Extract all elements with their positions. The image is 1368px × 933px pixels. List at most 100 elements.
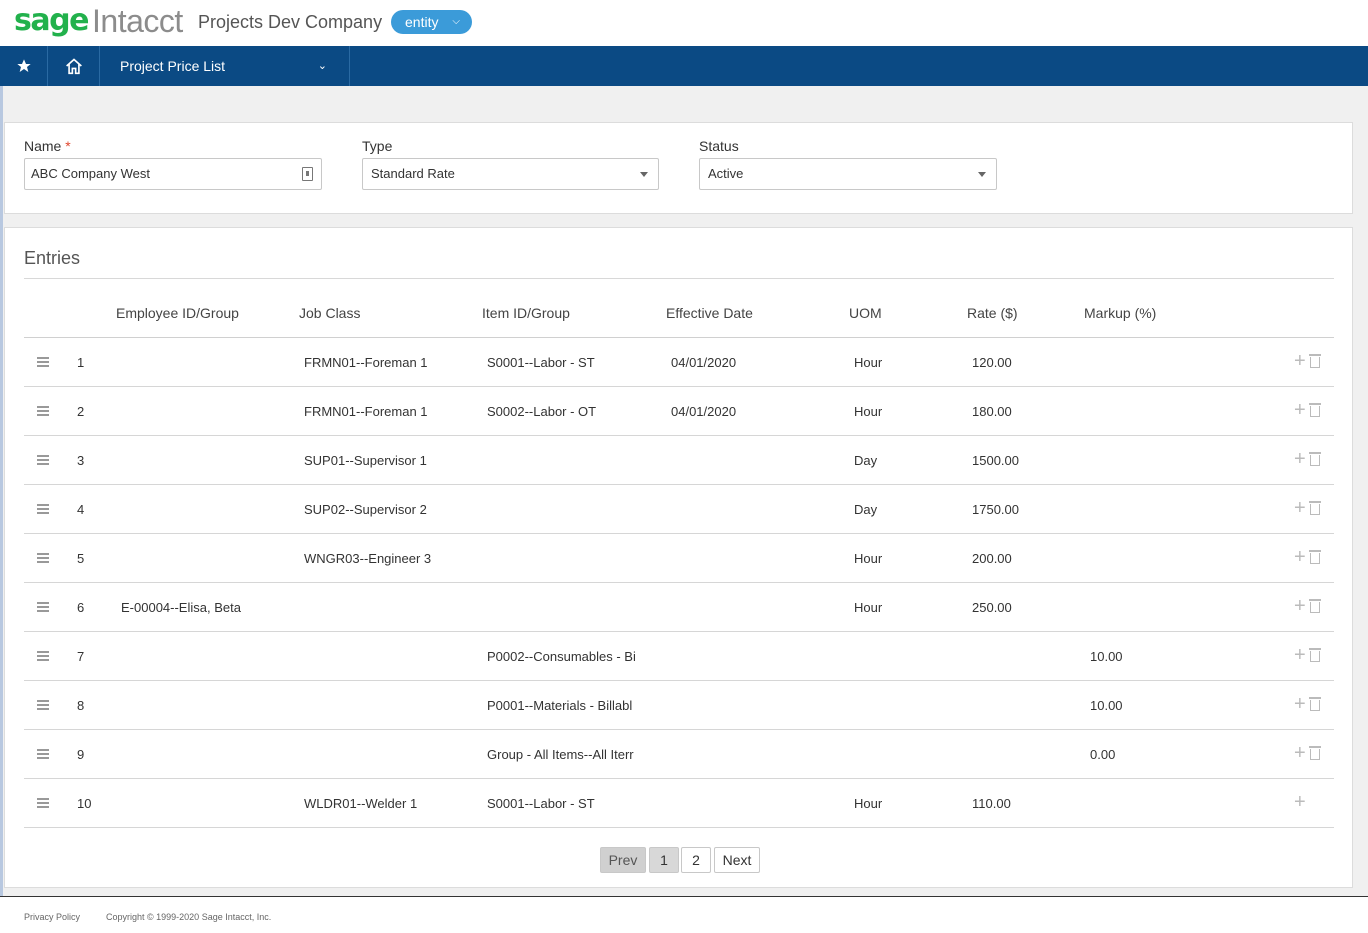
type-select[interactable]: Standard Rate <box>362 158 659 190</box>
home-icon[interactable] <box>48 46 100 86</box>
col-uom: UOM <box>849 305 882 321</box>
cell-item[interactable]: S0002--Labor - OT <box>487 404 597 419</box>
table-row[interactable]: 1 FRMN01--Foreman 1 S0001--Labor - ST 04/01… <box>24 338 1334 387</box>
trash-icon[interactable] <box>1309 599 1321 613</box>
status-select[interactable]: Active <box>699 158 997 190</box>
cell-uom[interactable]: Hour <box>854 404 883 419</box>
star-icon[interactable] <box>0 46 48 86</box>
add-row-icon[interactable]: + <box>1294 791 1306 813</box>
copyright: Copyright © 1999-2020 Sage Intacct, Inc. <box>106 912 272 922</box>
add-row-icon[interactable]: + <box>1294 399 1306 421</box>
drag-handle-icon[interactable] <box>37 406 49 416</box>
add-row-icon[interactable]: + <box>1294 595 1306 617</box>
caret-down-icon <box>640 172 648 177</box>
header-divider <box>24 337 1334 338</box>
add-row-icon[interactable]: + <box>1294 644 1306 666</box>
cell-markup[interactable]: 10.00 <box>1090 649 1123 664</box>
add-row-icon[interactable]: + <box>1294 448 1306 470</box>
cell-rate[interactable]: 120.00 <box>972 355 1012 370</box>
trash-icon[interactable] <box>1309 354 1321 368</box>
cell-item[interactable]: P0001--Materials - Billabl <box>487 698 633 713</box>
add-row-icon[interactable]: + <box>1294 350 1306 372</box>
trash-icon[interactable] <box>1309 403 1321 417</box>
cell-item[interactable]: S0001--Labor - ST <box>487 796 595 811</box>
prev-button[interactable]: Prev <box>600 847 646 873</box>
drag-handle-icon[interactable] <box>37 504 49 514</box>
menu-project-price-list[interactable]: Project Price List ⌄ <box>100 46 350 86</box>
caret-down-icon <box>978 172 986 177</box>
cell-job-class[interactable]: SUP01--Supervisor 1 <box>304 453 427 468</box>
table-row[interactable]: 7 P0002--Consumables - Bi 10.00 + <box>24 632 1334 681</box>
cell-job-class[interactable]: WNGR03--Engineer 3 <box>304 551 432 566</box>
drag-handle-icon[interactable] <box>37 651 49 661</box>
privacy-link[interactable]: Privacy Policy <box>24 912 81 922</box>
name-label: Name * <box>24 138 71 154</box>
sage-logo[interactable]: sage <box>14 3 89 38</box>
cell-job-class[interactable]: SUP02--Supervisor 2 <box>304 502 427 517</box>
table-row[interactable]: 10 WLDR01--Welder 1 S0001--Labor - ST Hour 1… <box>24 779 1334 828</box>
table-row[interactable]: 2 FRMN01--Foreman 1 S0002--Labor - OT 04/01… <box>24 387 1334 436</box>
add-row-icon[interactable]: + <box>1294 546 1306 568</box>
page-1-button[interactable]: 1 <box>649 847 679 873</box>
next-button[interactable]: Next <box>714 847 760 873</box>
divider <box>24 278 1334 279</box>
name-field[interactable]: ABC Company West <box>24 158 322 190</box>
trash-icon[interactable] <box>1309 648 1321 662</box>
table-row[interactable]: 4 SUP02--Supervisor 2 Day 1750.00 + <box>24 485 1334 534</box>
add-row-icon[interactable]: + <box>1294 693 1306 715</box>
cell-job-class[interactable]: FRMN01--Foreman 1 <box>304 404 428 419</box>
intacct-logo[interactable]: Intacct <box>92 3 183 39</box>
cell-uom[interactable]: Hour <box>854 355 883 370</box>
table-row[interactable]: 8 P0001--Materials - Billabl 10.00 + <box>24 681 1334 730</box>
cell-date[interactable]: 04/01/2020 <box>671 404 737 419</box>
drag-handle-icon[interactable] <box>37 798 49 808</box>
contact-card-icon[interactable] <box>302 167 313 181</box>
cell-item[interactable]: S0001--Labor - ST <box>487 355 595 370</box>
cell-markup[interactable]: 10.00 <box>1090 698 1123 713</box>
cell-rate[interactable]: 110.00 <box>972 796 1011 811</box>
cell-uom[interactable]: Day <box>854 502 878 517</box>
cell-job-class[interactable]: WLDR01--Welder 1 <box>304 796 418 811</box>
cell-num: 8 <box>77 698 85 713</box>
page-2-button[interactable]: 2 <box>681 847 711 873</box>
add-row-icon[interactable]: + <box>1294 742 1306 764</box>
cell-item[interactable]: P0002--Consumables - Bi <box>487 649 635 664</box>
drag-handle-icon[interactable] <box>37 700 49 710</box>
col-item: Item ID/Group <box>482 305 570 321</box>
trash-icon[interactable] <box>1309 746 1321 760</box>
status-label: Status <box>699 138 739 154</box>
cell-markup[interactable]: 0.00 <box>1090 747 1116 762</box>
trash-icon[interactable] <box>1309 697 1321 711</box>
cell-item[interactable]: Group - All Items--All Iterr <box>487 747 634 762</box>
header-form-panel: Name * ABC Company West Type Standard Ra… <box>4 122 1353 214</box>
add-row-icon[interactable]: + <box>1294 497 1306 519</box>
cell-employee[interactable]: E-00004--Elisa, Beta <box>121 600 241 615</box>
cell-uom[interactable]: Hour <box>854 600 883 615</box>
drag-handle-icon[interactable] <box>37 749 49 759</box>
drag-handle-icon[interactable] <box>37 357 49 367</box>
type-label: Type <box>362 138 393 154</box>
table-row[interactable]: 5 WNGR03--Engineer 3 Hour 200.00 + <box>24 534 1334 583</box>
table-row[interactable]: 9 Group - All Items--All Iterr 0.00 + <box>24 730 1334 779</box>
col-employee: Employee ID/Group <box>116 305 239 321</box>
cell-job-class[interactable]: FRMN01--Foreman 1 <box>304 355 428 370</box>
cell-rate[interactable]: 1750.00 <box>972 502 1019 517</box>
cell-uom[interactable]: Hour <box>854 796 883 811</box>
drag-handle-icon[interactable] <box>37 455 49 465</box>
table-row[interactable]: 6 E-00004--Elisa, Beta Hour 250.00 + <box>24 583 1334 632</box>
cell-rate[interactable]: 180.00 <box>972 404 1012 419</box>
cell-num: 4 <box>77 502 85 517</box>
cell-rate[interactable]: 200.00 <box>972 551 1012 566</box>
cell-rate[interactable]: 250.00 <box>972 600 1012 615</box>
table-row[interactable]: 3 SUP01--Supervisor 1 Day 1500.00 + <box>24 436 1334 485</box>
entity-selector[interactable]: entity ⌵ <box>391 10 472 34</box>
cell-date[interactable]: 04/01/2020 <box>671 355 737 370</box>
cell-rate[interactable]: 1500.00 <box>972 453 1019 468</box>
trash-icon[interactable] <box>1309 501 1321 515</box>
cell-uom[interactable]: Day <box>854 453 878 468</box>
trash-icon[interactable] <box>1309 452 1321 466</box>
drag-handle-icon[interactable] <box>37 553 49 563</box>
trash-icon[interactable] <box>1309 550 1321 564</box>
cell-uom[interactable]: Hour <box>854 551 883 566</box>
drag-handle-icon[interactable] <box>37 602 49 612</box>
